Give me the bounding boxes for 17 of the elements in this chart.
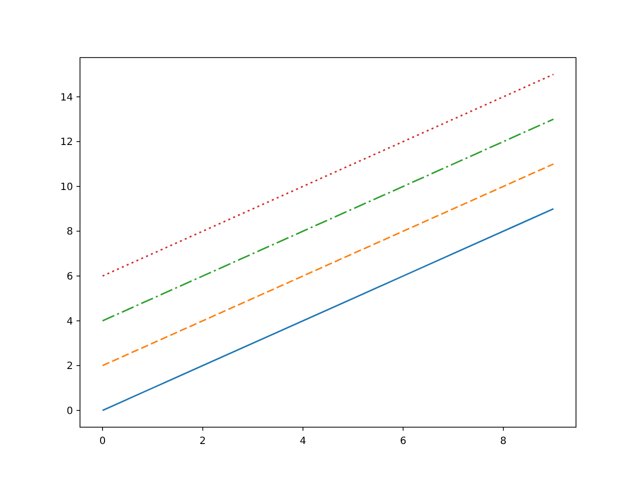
x-tick-label: 4	[300, 436, 306, 448]
y-tick-label: 14	[60, 92, 73, 104]
line-series	[102, 163, 554, 366]
x-tick-label: 2	[200, 436, 206, 448]
line-series	[102, 118, 554, 322]
y-tick-label: 8	[66, 226, 73, 238]
x-tick-label: 0	[99, 436, 106, 448]
y-tick-label: 2	[66, 361, 73, 372]
y-tick-label: 10	[60, 182, 73, 193]
line-series	[102, 74, 554, 277]
y-tick-label: 6	[66, 272, 73, 282]
x-tick-label: 8	[500, 436, 507, 448]
x-tick-label: 6	[400, 436, 406, 448]
y-tick-label: 4	[66, 316, 73, 328]
y-tick-label: 12	[60, 137, 73, 148]
line-series	[102, 208, 554, 412]
y-tick-label: 0	[66, 406, 73, 417]
